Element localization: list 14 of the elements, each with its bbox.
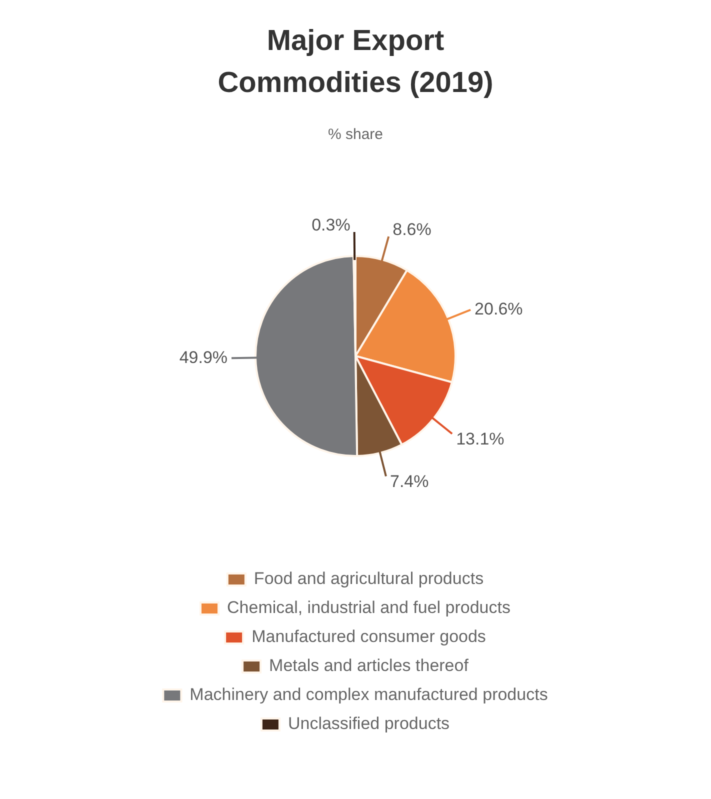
legend-label: Unclassified products [288, 714, 450, 734]
legend-label: Chemical, industrial and fuel products [227, 598, 510, 618]
data-label: 13.1% [456, 429, 504, 448]
legend-label: Metals and articles thereof [269, 656, 469, 676]
legend-label: Food and agricultural products [254, 569, 484, 588]
chart-subtitle: % share [326, 126, 384, 143]
data-label: 49.9% [179, 348, 228, 367]
data-label: 20.6% [474, 299, 523, 318]
data-label: 7.4% [390, 472, 429, 491]
data-label: 8.6% [392, 220, 432, 240]
data-label: 0.3% [312, 216, 350, 235]
chart-title: Major Export Commodities (2019) [216, 24, 494, 101]
legend-label: Manufactured consumer goods [252, 627, 486, 646]
legend-label: Machinery and complex manufactured products [190, 685, 548, 704]
